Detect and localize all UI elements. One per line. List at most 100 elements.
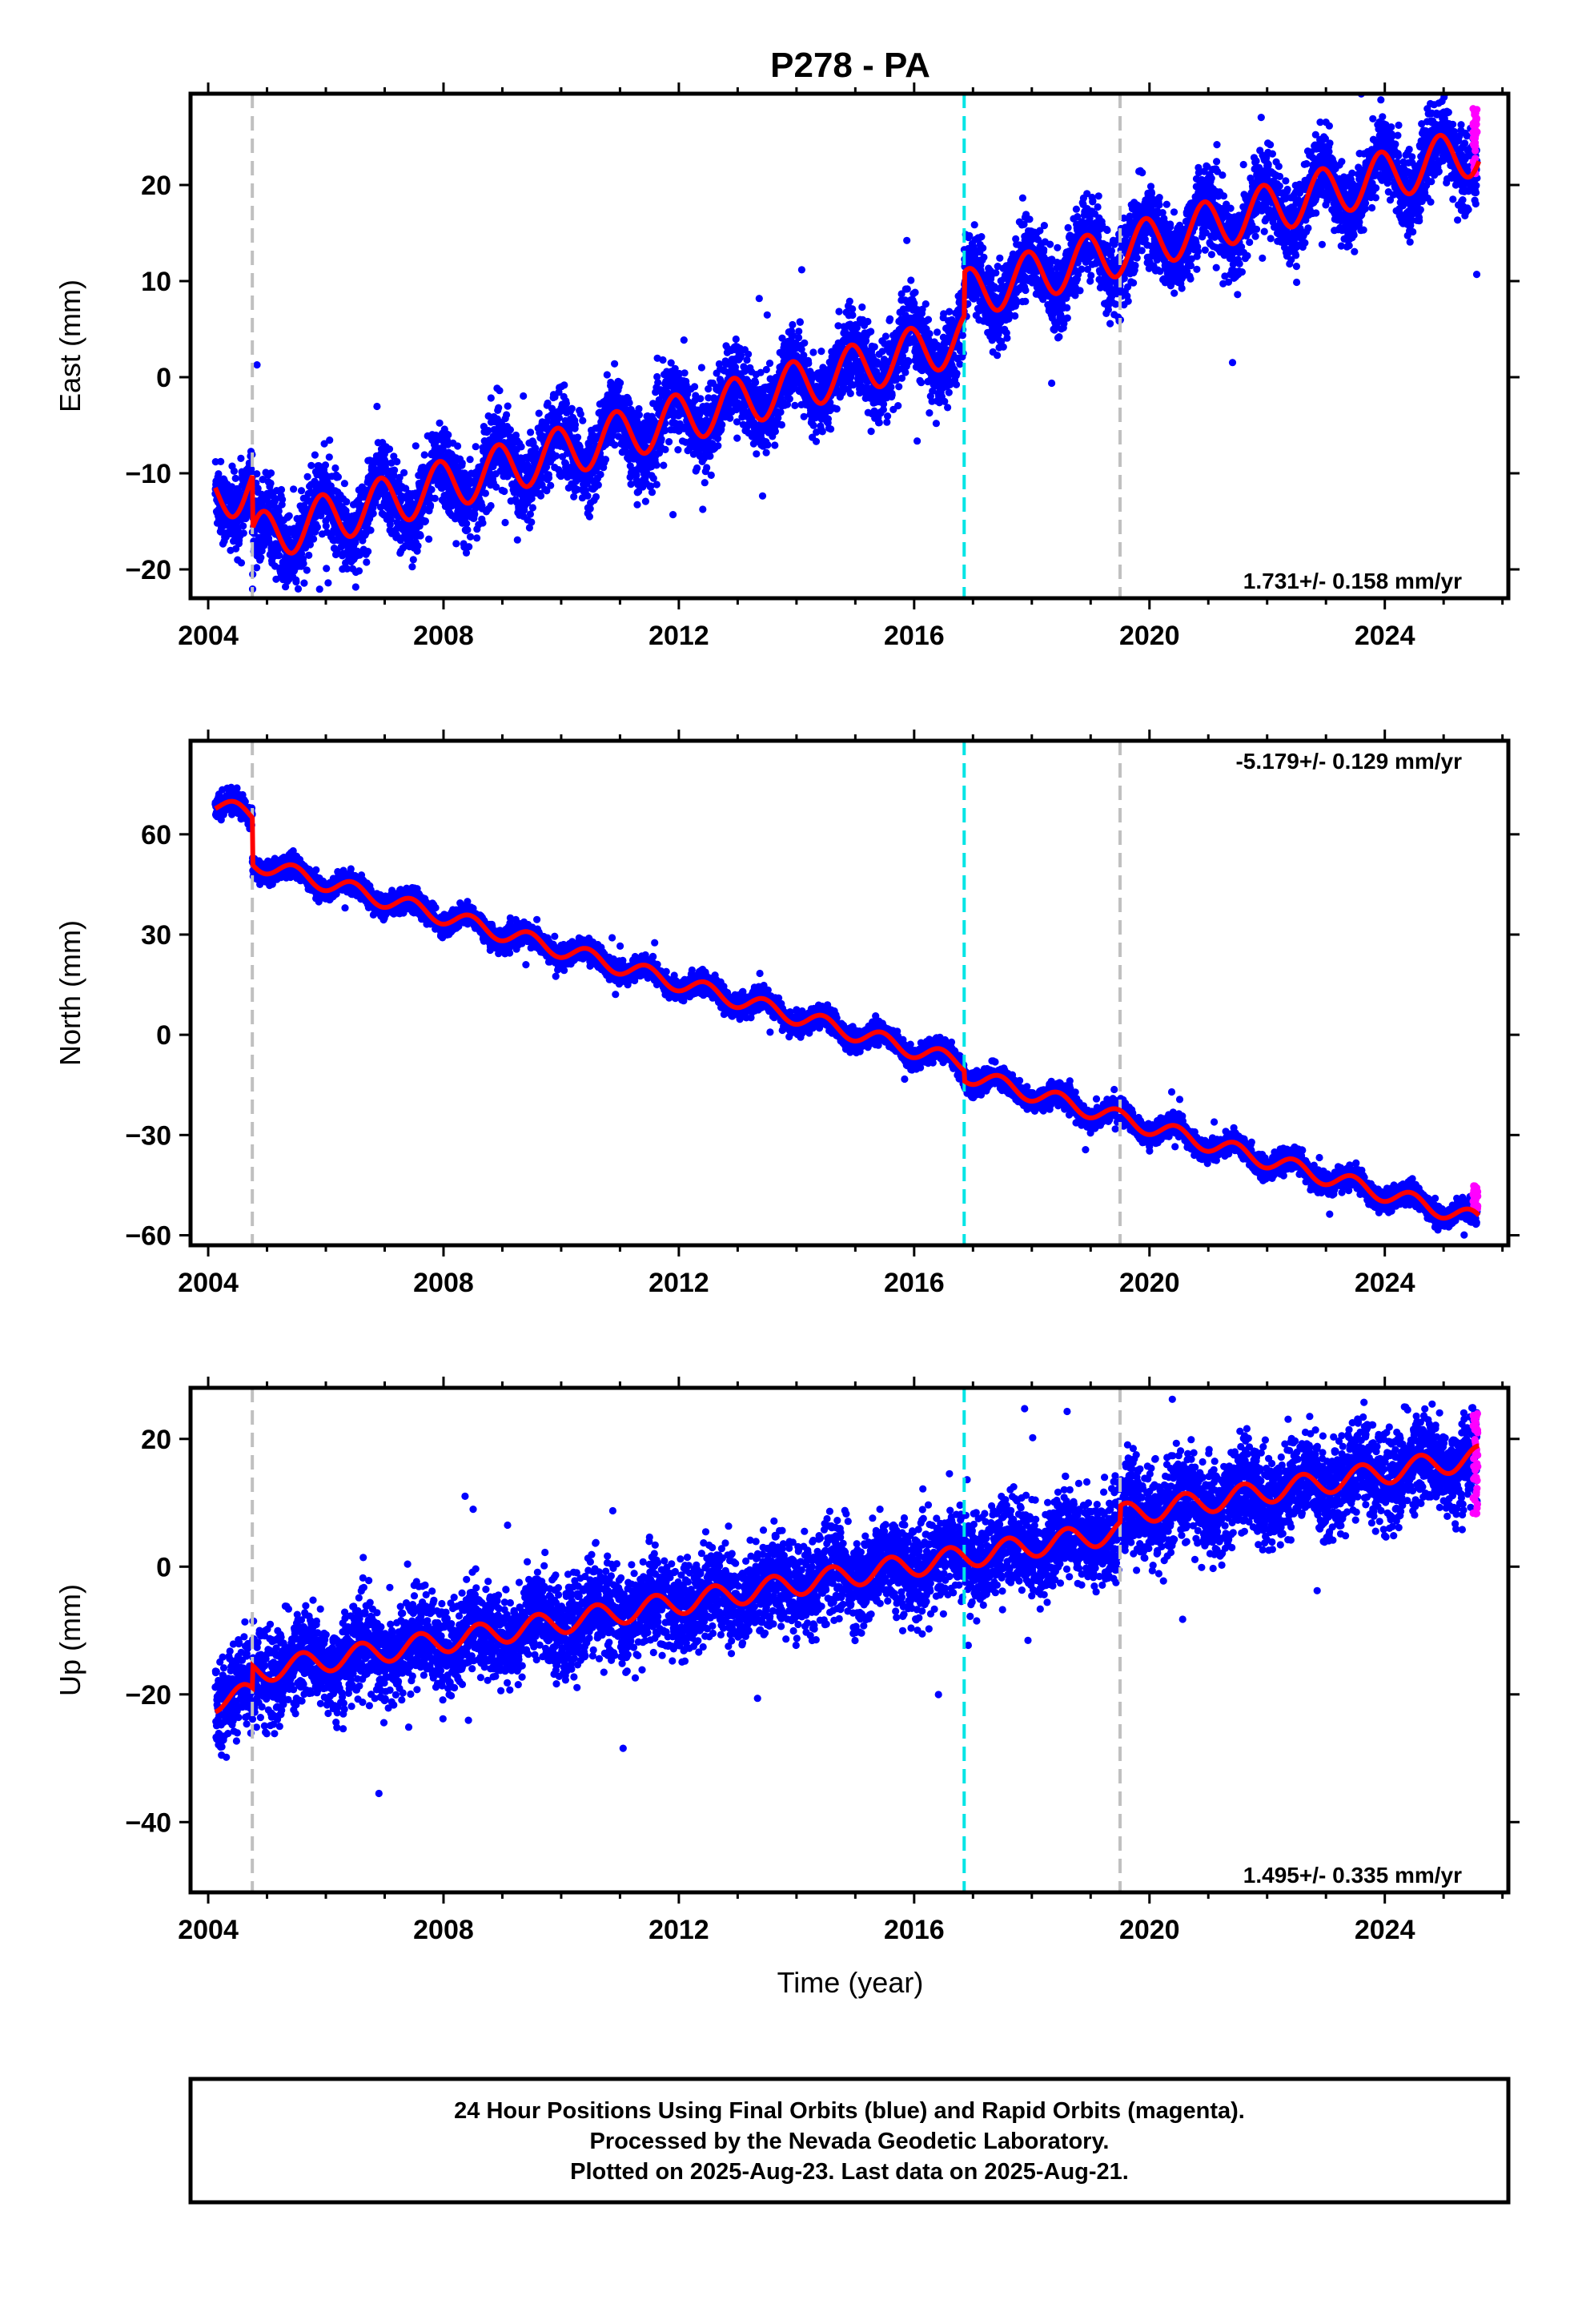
- east-final-point: [464, 526, 472, 534]
- east-final-point: [385, 445, 394, 453]
- east-final-point: [732, 335, 740, 344]
- east-final-point: [845, 297, 853, 305]
- east-final-point: [303, 472, 311, 480]
- east-final-point: [706, 452, 714, 460]
- east-final-point: [495, 404, 503, 412]
- east-final-point: [858, 303, 866, 312]
- east-final-point: [867, 328, 875, 336]
- east-final-point: [517, 443, 525, 451]
- east-final-point: [952, 380, 961, 388]
- east-final-point: [279, 496, 287, 504]
- east-final-point: [307, 461, 315, 469]
- east-final-point: [681, 369, 689, 377]
- east-final-point: [310, 535, 318, 543]
- east-final-point: [753, 450, 761, 458]
- east-final-point: [791, 401, 799, 409]
- east-final-point: [267, 469, 275, 477]
- east-final-point: [504, 402, 512, 410]
- east-final-point: [576, 410, 584, 418]
- east-final-point: [503, 411, 511, 419]
- east-final-point: [926, 408, 934, 417]
- east-final-point: [340, 480, 348, 488]
- east-final-point: [265, 529, 273, 537]
- east-final-point: [726, 414, 734, 422]
- east-final-point: [573, 433, 582, 441]
- east-final-point: [355, 551, 363, 559]
- east-final-point: [994, 352, 1002, 360]
- east-final-point: [707, 471, 715, 480]
- east-final-point: [323, 565, 331, 573]
- east-final-point: [926, 330, 934, 338]
- east-final-point: [601, 456, 610, 464]
- east-final-point: [420, 451, 428, 459]
- east-final-point: [513, 536, 521, 544]
- east-final-point: [691, 383, 699, 391]
- east-final-point: [528, 504, 537, 512]
- east-final-point: [661, 445, 669, 454]
- east-final-point: [326, 436, 334, 444]
- east-final-point: [771, 428, 780, 436]
- east-final-point: [699, 505, 707, 513]
- east-final-point: [506, 426, 515, 434]
- east-final-point: [714, 442, 722, 450]
- east-final-point: [408, 563, 416, 571]
- east-final-point: [260, 541, 268, 549]
- east-final-point: [562, 400, 571, 408]
- east-final-point: [817, 348, 825, 356]
- east-final-point: [611, 360, 619, 368]
- east-final-point: [641, 497, 650, 505]
- east-final-point: [888, 391, 896, 399]
- east-final-point: [520, 392, 528, 400]
- east-final-point: [697, 364, 706, 372]
- east-final-point: [945, 388, 953, 396]
- east-final-point: [331, 464, 339, 472]
- east-final-point: [414, 542, 422, 550]
- east-final-point: [903, 236, 911, 244]
- east-final-point: [763, 311, 771, 319]
- east-final-point: [833, 405, 841, 413]
- east-final-point: [396, 473, 404, 481]
- east-final-point: [253, 564, 261, 572]
- east-final-point: [237, 454, 245, 463]
- east-final-point: [953, 369, 961, 377]
- east-final-point: [703, 464, 711, 472]
- east-final-point: [427, 501, 435, 509]
- east-final-point: [665, 438, 673, 446]
- east-final-point: [625, 399, 633, 407]
- east-final-point: [294, 585, 303, 593]
- east-final-point: [764, 440, 772, 449]
- east-final-point: [762, 448, 770, 456]
- east-final-point: [297, 487, 306, 495]
- east-final-point: [313, 523, 321, 531]
- east-final-point: [812, 437, 821, 445]
- east-final-point: [584, 492, 592, 500]
- east-final-point: [652, 480, 661, 489]
- east-final-point: [765, 360, 774, 368]
- east-final-point: [809, 348, 817, 356]
- east-final-point: [934, 328, 942, 336]
- east-final-point: [217, 457, 225, 466]
- east-final-point: [373, 402, 381, 411]
- east-final-point: [870, 343, 878, 351]
- east-final-point: [421, 517, 430, 525]
- east-final-point: [809, 421, 817, 429]
- east-final-point: [479, 519, 487, 527]
- east-final-point: [472, 443, 480, 451]
- east-final-point: [648, 489, 656, 497]
- east-final-point: [571, 420, 580, 429]
- east-final-point: [351, 583, 359, 591]
- east-final-point: [299, 560, 307, 568]
- east-final-point: [886, 315, 894, 323]
- east-final-point: [239, 522, 247, 530]
- east-final-point: [903, 285, 911, 293]
- east-final-point: [913, 437, 921, 445]
- east-final-point: [1003, 334, 1011, 342]
- east-final-point: [317, 512, 325, 520]
- east-final-point: [257, 553, 265, 561]
- east-final-point: [789, 320, 797, 329]
- east-final-point: [907, 276, 915, 284]
- east-final-point: [652, 461, 661, 469]
- east-final-point: [425, 535, 433, 543]
- east-final-point: [416, 532, 424, 540]
- east-final-point: [535, 409, 543, 417]
